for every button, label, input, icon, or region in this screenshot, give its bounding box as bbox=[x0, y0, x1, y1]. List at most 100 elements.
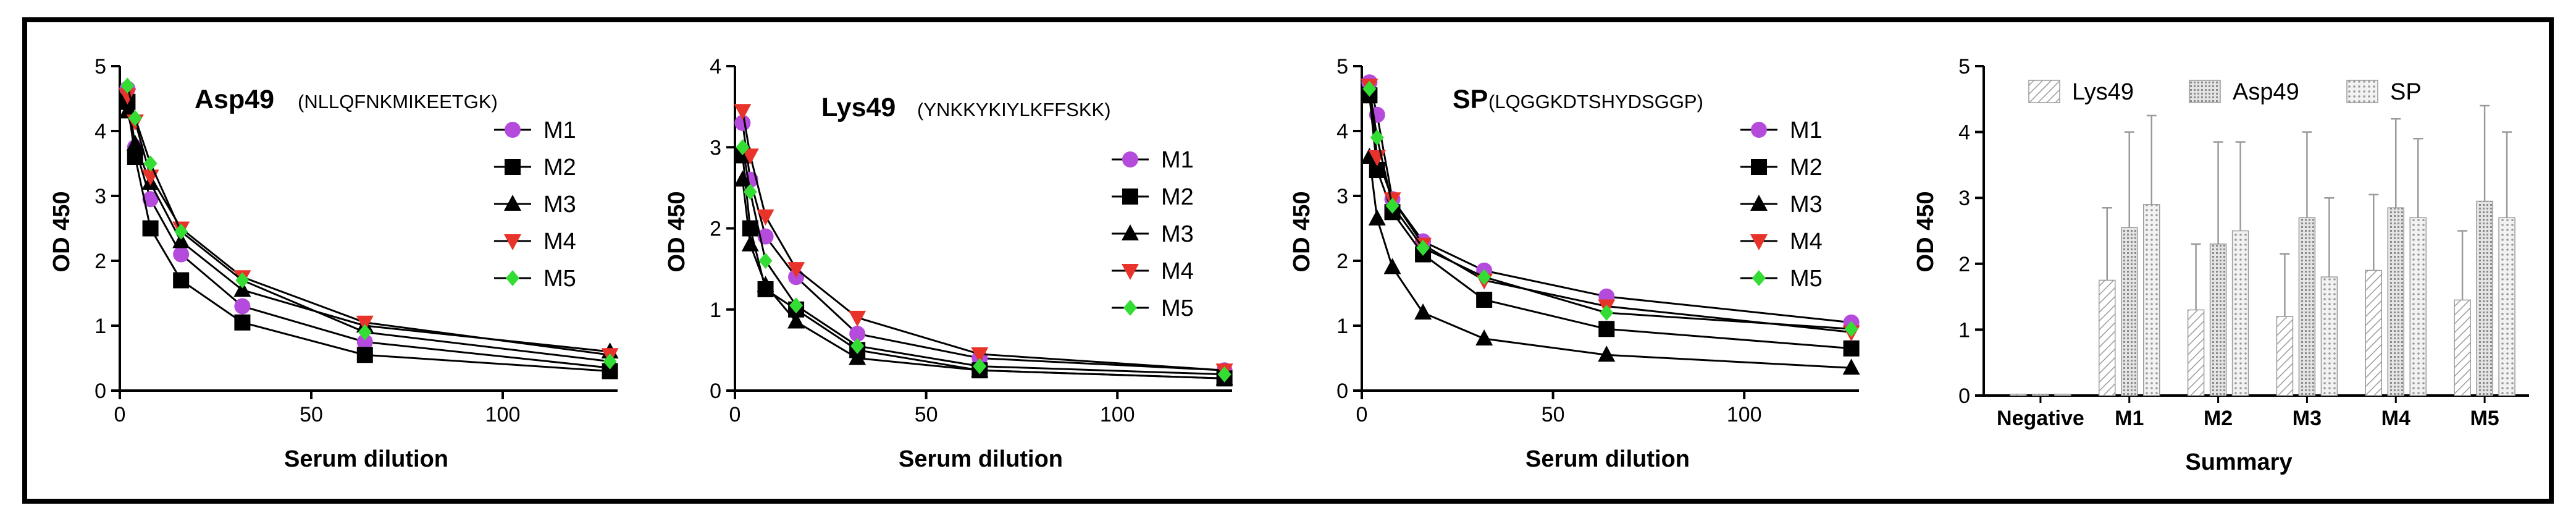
legend-label: M3 bbox=[1790, 192, 1823, 218]
x-tick-label: M2 bbox=[2204, 407, 2233, 430]
data-point bbox=[1475, 329, 1493, 345]
legend-marker bbox=[504, 234, 521, 250]
bar-sp bbox=[2320, 197, 2338, 396]
bar bbox=[2476, 200, 2493, 396]
data-point bbox=[1476, 292, 1493, 308]
legend-item-m1: M1 bbox=[1740, 117, 1823, 143]
bar-sp bbox=[2409, 138, 2427, 396]
y-tick-label: 3 bbox=[94, 185, 106, 208]
series-line bbox=[741, 110, 1225, 371]
legend-label: M5 bbox=[1790, 266, 1823, 292]
data-point bbox=[849, 326, 866, 342]
y-axis-label: OD 450 bbox=[49, 192, 75, 273]
series-m4 bbox=[734, 104, 1233, 380]
legend-marker bbox=[505, 159, 521, 175]
bar bbox=[2276, 316, 2294, 396]
y-axis-label: OD 450 bbox=[1289, 192, 1315, 273]
bar bbox=[2320, 276, 2338, 396]
data-point bbox=[741, 148, 759, 165]
bar bbox=[2187, 309, 2205, 396]
data-point bbox=[356, 334, 373, 350]
legend-item-m5: M5 bbox=[1112, 295, 1194, 321]
data-point bbox=[356, 347, 373, 363]
y-tick-label: 5 bbox=[1958, 55, 1970, 78]
legend-marker bbox=[505, 122, 521, 138]
bar bbox=[2032, 394, 2049, 396]
legend-label: Asp49 bbox=[2233, 79, 2299, 105]
data-point bbox=[172, 232, 190, 248]
data-point bbox=[235, 272, 250, 289]
y-tick-label: 1 bbox=[1958, 318, 1970, 342]
data-point bbox=[173, 272, 190, 289]
legend: Lys49 Asp49 SP bbox=[2028, 79, 2422, 105]
y-axis-label: OD 450 bbox=[1913, 192, 1939, 273]
legend-label: M4 bbox=[1790, 229, 1823, 255]
legend-marker bbox=[1122, 224, 1139, 240]
bar-lys49 bbox=[2454, 230, 2471, 396]
data-point bbox=[741, 235, 759, 252]
legend-item-asp49: Asp49 bbox=[2189, 79, 2299, 105]
y-tick-label: 0 bbox=[1336, 379, 1348, 403]
legend-marker bbox=[1122, 264, 1139, 280]
legend-item-m5: M5 bbox=[1740, 266, 1823, 292]
y-tick-label: 2 bbox=[1958, 253, 1970, 276]
data-point bbox=[358, 324, 372, 341]
y-tick-label: 2 bbox=[1336, 250, 1348, 273]
bar bbox=[2143, 204, 2160, 396]
data-point bbox=[734, 170, 752, 187]
data-point bbox=[234, 298, 251, 315]
x-tick-label: M1 bbox=[2115, 407, 2144, 430]
data-point bbox=[1598, 345, 1616, 362]
y-tick-label: 4 bbox=[1958, 121, 1970, 145]
data-point bbox=[126, 135, 144, 151]
y-tick-label: 2 bbox=[94, 250, 106, 273]
data-point bbox=[787, 312, 805, 329]
panel-sp: SP (LQGGKDTSHYDSGGP) OD 450 Serum diluti… bbox=[1289, 55, 1860, 472]
data-point bbox=[734, 114, 751, 131]
data-point bbox=[1598, 321, 1615, 337]
y-tick-label: 1 bbox=[1336, 315, 1348, 338]
bar bbox=[2099, 279, 2116, 396]
chart-title: Lys49 bbox=[821, 93, 896, 122]
y-tick-label: 3 bbox=[1958, 187, 1970, 210]
data-point bbox=[757, 276, 774, 292]
x-axis-label: Summary bbox=[2185, 449, 2292, 475]
legend-label: M3 bbox=[1161, 221, 1194, 247]
bar-asp49 bbox=[2209, 141, 2227, 396]
data-point bbox=[173, 246, 190, 263]
bar-lys49 bbox=[2276, 253, 2294, 396]
data-point bbox=[356, 315, 374, 332]
series-m5 bbox=[736, 139, 1231, 383]
legend-swatch bbox=[2189, 80, 2221, 103]
data-point bbox=[174, 223, 188, 240]
bar-sp bbox=[2054, 394, 2071, 396]
x-axis-label: Serum dilution bbox=[899, 446, 1063, 472]
data-point bbox=[758, 253, 773, 269]
legend: M1 M2 M3 M4 M5 bbox=[1112, 147, 1194, 321]
bar bbox=[2121, 227, 2138, 396]
bar-sp bbox=[2498, 131, 2515, 396]
legend-item-m3: M3 bbox=[1112, 221, 1194, 247]
data-point bbox=[1368, 209, 1386, 226]
x-tick-label: 50 bbox=[915, 403, 938, 426]
x-tick-label: 0 bbox=[1356, 403, 1368, 426]
legend-marker bbox=[1750, 195, 1768, 211]
x-tick-label: 50 bbox=[300, 403, 323, 426]
legend-label: M4 bbox=[543, 229, 576, 255]
series-line bbox=[126, 111, 610, 353]
legend-label: M3 bbox=[543, 192, 576, 218]
bar-asp49 bbox=[2121, 131, 2138, 396]
series-m4 bbox=[1361, 78, 1860, 342]
chart-subtitle: (LQGGKDTSHYDSGGP) bbox=[1488, 91, 1703, 112]
legend-item-m4: M4 bbox=[1740, 229, 1823, 255]
bar-sp bbox=[2143, 114, 2160, 396]
legend-swatch bbox=[2346, 80, 2378, 103]
y-tick-label: 0 bbox=[94, 379, 106, 403]
x-axis-label: Serum dilution bbox=[1525, 446, 1690, 472]
y-tick-label: 4 bbox=[1336, 120, 1348, 143]
data-point bbox=[1385, 197, 1399, 214]
legend-swatch bbox=[2028, 80, 2060, 103]
data-point bbox=[603, 353, 617, 370]
chart-title: SP bbox=[1453, 85, 1488, 114]
